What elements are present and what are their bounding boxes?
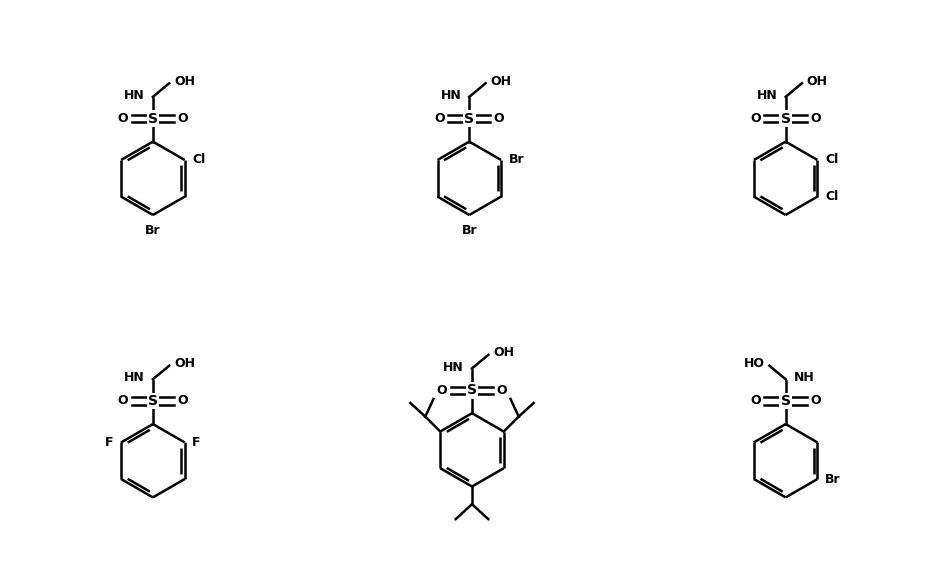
Text: O: O (118, 112, 128, 125)
Text: O: O (497, 383, 507, 396)
Text: Cl: Cl (193, 154, 206, 167)
Text: Br: Br (145, 225, 160, 238)
Text: Cl: Cl (825, 190, 838, 203)
Text: O: O (810, 395, 821, 408)
Text: F: F (193, 436, 201, 449)
Text: HO: HO (744, 357, 765, 370)
Text: OH: OH (491, 74, 512, 88)
Text: OH: OH (493, 346, 514, 359)
Text: OH: OH (807, 74, 828, 88)
Text: Br: Br (462, 225, 477, 238)
Text: S: S (781, 394, 791, 408)
Text: Cl: Cl (825, 154, 838, 167)
Text: HN: HN (443, 360, 464, 373)
Text: S: S (781, 111, 791, 126)
Text: Br: Br (509, 154, 524, 167)
Text: OH: OH (174, 357, 195, 370)
Text: OH: OH (174, 74, 195, 88)
Text: Br: Br (825, 472, 840, 485)
Text: S: S (148, 394, 158, 408)
Text: O: O (494, 112, 504, 125)
Text: F: F (105, 436, 113, 449)
Text: S: S (148, 111, 158, 126)
Text: O: O (118, 395, 128, 408)
Text: O: O (434, 112, 445, 125)
Text: HN: HN (757, 89, 778, 102)
Text: O: O (177, 395, 188, 408)
Text: O: O (437, 383, 447, 396)
Text: O: O (177, 112, 188, 125)
Text: O: O (810, 112, 821, 125)
Text: O: O (750, 395, 761, 408)
Text: NH: NH (794, 372, 815, 385)
Text: S: S (467, 383, 477, 397)
Text: S: S (464, 111, 474, 126)
Text: O: O (750, 112, 761, 125)
Text: HN: HN (441, 89, 461, 102)
Text: HN: HN (124, 372, 144, 385)
Text: HN: HN (124, 89, 144, 102)
